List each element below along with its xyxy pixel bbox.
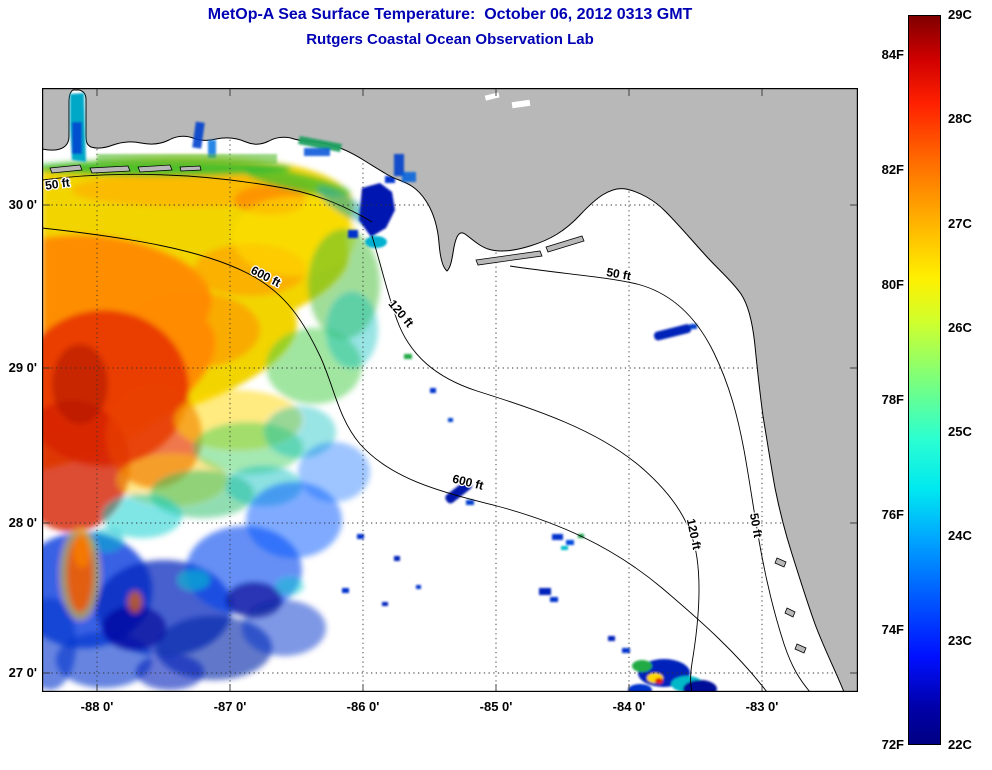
- axis-tick-marks: [42, 88, 858, 692]
- contour-120ft: [371, 235, 700, 692]
- y-tick-label: 29 0': [8, 360, 37, 375]
- y-tick-label: 28 0': [8, 515, 37, 530]
- colorbar-gradient: [908, 15, 941, 745]
- x-tick-label: -88 0': [80, 699, 114, 714]
- colorbar-fahrenheit-label: 74F: [881, 622, 904, 638]
- bathymetry-contours: [42, 173, 811, 692]
- figure-subtitle: Rutgers Coastal Ocean Observation Lab: [306, 31, 594, 48]
- map-plot: 50 ft 600 ft 120 ft 50 ft 600 ft 120 ft 50 ft: [42, 88, 858, 692]
- colorbar-celsius-label: 28C: [948, 111, 972, 127]
- colorbar-celsius-label: 23C: [948, 632, 972, 648]
- y-tick-label: 27 0': [8, 665, 37, 680]
- land-region: [42, 88, 858, 692]
- colorbar-celsius-label: 24C: [948, 528, 972, 544]
- colorbar-fahrenheit-label: 82F: [881, 162, 904, 178]
- colorbar-fahrenheit-label: 80F: [881, 277, 904, 293]
- y-tick-label: 30 0': [8, 197, 37, 212]
- barrier-islands: [49, 164, 807, 654]
- figure-title: MetOp-A Sea Surface Temperature: October…: [207, 6, 693, 23]
- map-frame: [42, 88, 858, 692]
- contour-label: 50 ft: [44, 175, 70, 192]
- x-tick-label: -86 0': [346, 699, 380, 714]
- colorbar-celsius-label: 27C: [948, 215, 972, 231]
- x-tick-label: -85 0': [479, 699, 513, 714]
- x-tick-label: -84 0': [612, 699, 646, 714]
- x-tick-label: -83 0': [745, 699, 779, 714]
- colorbar-celsius-label: 29C: [948, 7, 972, 22]
- colorbar-fahrenheit-label: 72F: [881, 737, 904, 752]
- colorbar-celsius-label: 22C: [948, 737, 972, 752]
- contour-label: 50 ft: [605, 265, 632, 283]
- colorbar-celsius-label: 25C: [948, 424, 972, 440]
- contour-50ft-west: [42, 173, 373, 223]
- colorbar-fahrenheit-label: 84F: [881, 47, 904, 63]
- sst-field: [42, 157, 380, 690]
- colorbar-celsius-label: 26C: [948, 319, 972, 335]
- contour-50ft-east: [509, 265, 811, 692]
- x-tick-label: -87 0': [213, 699, 247, 714]
- contour-label: 50 ft: [747, 512, 765, 539]
- colorbar-fahrenheit-label: 78F: [881, 392, 904, 408]
- contour-600ft: [42, 227, 768, 692]
- colorbar-fahrenheit-label: 76F: [881, 507, 904, 523]
- bay-sst-data: [70, 93, 416, 182]
